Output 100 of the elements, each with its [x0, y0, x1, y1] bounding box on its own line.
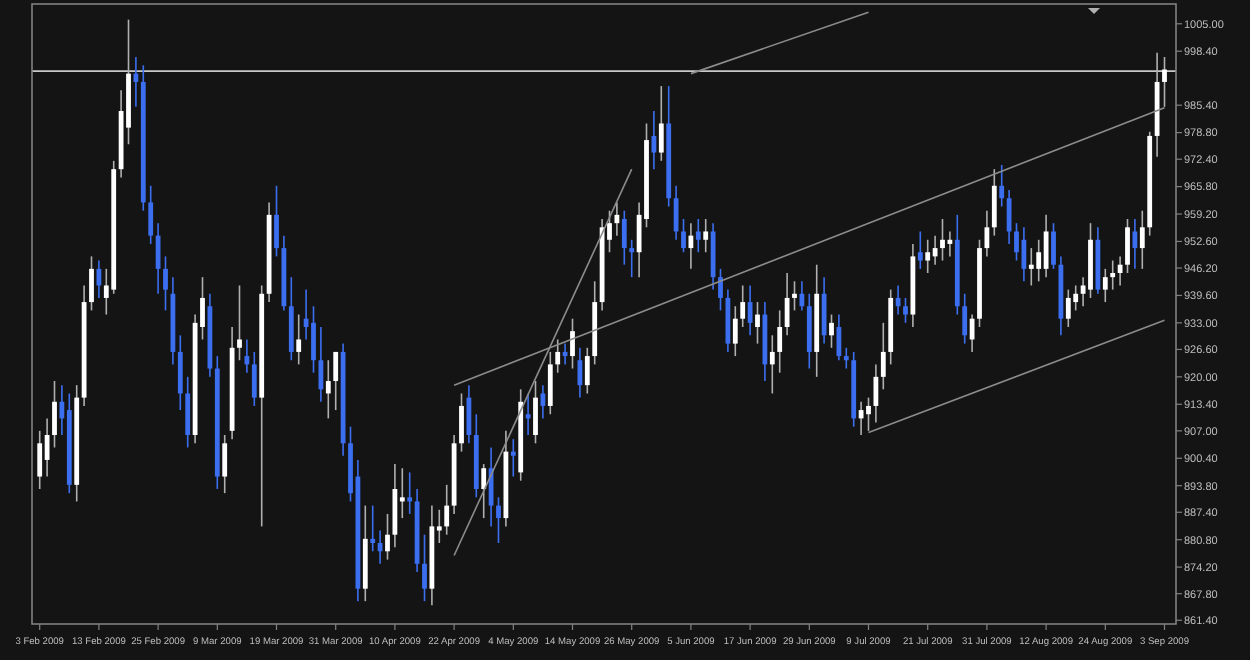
- candlestick: [1043, 214, 1049, 278]
- candlestick: [829, 313, 834, 349]
- candlestick: [311, 305, 316, 374]
- candlestick: [710, 222, 716, 291]
- candlestick: [895, 284, 901, 316]
- candlestick: [392, 463, 398, 548]
- candlestick: [1006, 189, 1012, 245]
- candlestick: [37, 430, 43, 490]
- candlestick: [932, 234, 938, 266]
- candlestick: [681, 218, 686, 254]
- candlestick: [925, 238, 931, 274]
- candlestick: [1117, 255, 1123, 287]
- candlestick: [1014, 222, 1019, 262]
- candlestick: [703, 218, 709, 254]
- candlestick: [562, 342, 568, 366]
- candlestick: [488, 446, 494, 528]
- candlestick: [1139, 209, 1145, 270]
- candlestick: [547, 351, 553, 416]
- candlestick: [525, 392, 531, 436]
- candlestick: [385, 513, 390, 561]
- candlestick: [407, 471, 413, 515]
- candlestick: [621, 209, 627, 266]
- candlestick: [843, 346, 849, 370]
- candlestick: [651, 110, 657, 170]
- candlestick: [695, 218, 701, 254]
- candlestick: [584, 346, 590, 395]
- candlestick: [325, 359, 331, 420]
- candlestick: [1051, 222, 1056, 270]
- candlestick: [555, 338, 561, 374]
- candlestick: [984, 209, 990, 258]
- candlestick: [274, 184, 279, 258]
- candlestick: [237, 284, 242, 362]
- candlestick: [880, 322, 886, 391]
- candlestick: [333, 351, 339, 411]
- candlestick: [296, 313, 302, 366]
- candlestick: [185, 376, 191, 449]
- candlestick: [947, 230, 953, 258]
- candlestick: [533, 380, 538, 445]
- candlestick: [1132, 218, 1138, 270]
- candlestick: [903, 297, 908, 324]
- candlestick: [1073, 284, 1079, 312]
- candlestick: [784, 272, 790, 337]
- candlestick: [481, 463, 487, 519]
- candlestick: [777, 309, 783, 374]
- candlestick: [1125, 218, 1130, 274]
- candlestick: [917, 230, 923, 270]
- candlestick: [577, 346, 583, 399]
- candlestick: [459, 392, 464, 453]
- candlestick: [1110, 259, 1116, 291]
- candlestick: [177, 334, 183, 411]
- candlestick: [658, 85, 664, 162]
- candlestick: [444, 484, 450, 536]
- candlestick: [858, 400, 864, 436]
- candlestick: [873, 363, 879, 424]
- candlestick: [732, 305, 738, 357]
- candlestick: [755, 301, 760, 345]
- candlestick: [718, 268, 723, 312]
- candlestick: [96, 259, 102, 299]
- candlestick: [629, 238, 635, 278]
- candlestick: [1065, 288, 1071, 328]
- candlestick: [740, 284, 746, 328]
- candlestick: [688, 222, 694, 270]
- candlestick: [52, 380, 57, 449]
- candlestick: [792, 280, 797, 312]
- candlestick: [806, 292, 812, 370]
- candlestick: [466, 384, 472, 445]
- candlestick: [44, 417, 50, 478]
- candlestick: [799, 280, 805, 312]
- candlestick: [148, 184, 154, 245]
- candlestick: [244, 338, 250, 374]
- candlestick: [496, 496, 501, 544]
- candlestick: [422, 533, 427, 602]
- candlestick: [821, 276, 827, 345]
- candlestick: [570, 317, 575, 370]
- candlestick: [251, 351, 257, 407]
- candlestick: [540, 384, 546, 420]
- candlestick: [769, 334, 775, 395]
- candlestick: [866, 396, 871, 432]
- candlestick: [614, 201, 620, 237]
- candlestick: [1036, 238, 1042, 283]
- candlestick: [725, 288, 731, 353]
- candlestick: [940, 218, 945, 262]
- candlestick: [89, 255, 94, 312]
- candlestick: [999, 164, 1005, 208]
- candlestick: [747, 284, 753, 337]
- candlestick: [1021, 226, 1027, 283]
- candlestick: [1162, 56, 1167, 108]
- candlestick: [288, 276, 294, 362]
- candlestick: [133, 56, 139, 108]
- candlestick: [377, 529, 383, 565]
- candlestick: [163, 255, 168, 312]
- candlestick: [510, 438, 516, 478]
- candlestick: [991, 168, 997, 237]
- candlestick: [1028, 247, 1034, 287]
- candlestick: [222, 434, 228, 494]
- candlestick: [969, 313, 975, 353]
- candlestick: [673, 184, 679, 241]
- candlestick: [155, 222, 161, 295]
- candlestick: [962, 292, 968, 345]
- candlestick: [1102, 268, 1108, 303]
